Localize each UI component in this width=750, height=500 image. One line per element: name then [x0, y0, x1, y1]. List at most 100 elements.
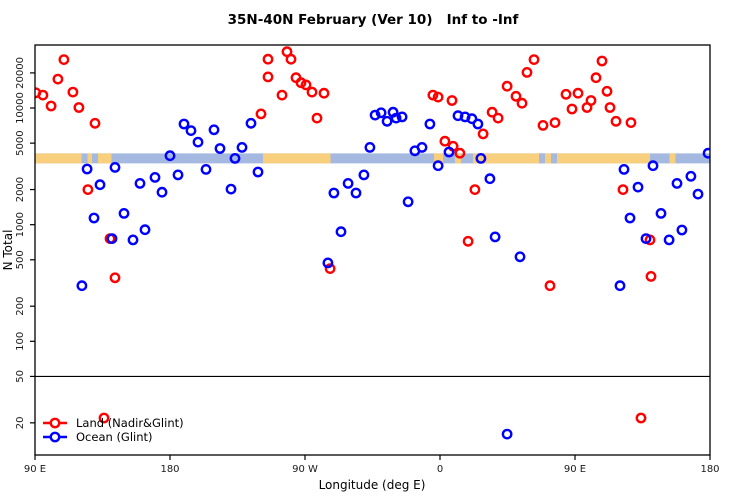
- data-point: [618, 163, 630, 175]
- data-point: [106, 233, 118, 245]
- data-point: [324, 263, 336, 274]
- data-point: [537, 120, 549, 131]
- data-point: [109, 161, 121, 173]
- data-point: [118, 207, 130, 219]
- data-point: [624, 212, 636, 224]
- data-point: [252, 166, 264, 178]
- y-tick-label: 500: [15, 250, 26, 269]
- data-point: [439, 135, 451, 147]
- data-point: [255, 108, 267, 120]
- data-point: [617, 184, 629, 196]
- data-point: [640, 233, 652, 245]
- data-point: [566, 103, 578, 115]
- data-point: [396, 111, 408, 123]
- data-point: [663, 234, 675, 246]
- data-point: [88, 212, 100, 224]
- data-point: [632, 181, 644, 193]
- data-point: [614, 280, 626, 292]
- coast-band: [35, 153, 710, 164]
- data-point: [469, 184, 481, 196]
- data-point: [585, 95, 597, 106]
- y-tick-label: 5000: [15, 130, 26, 155]
- data-point: [601, 85, 613, 97]
- data-point: [236, 141, 248, 153]
- data-point: [369, 109, 381, 121]
- data-point: [208, 124, 220, 136]
- data-point: [335, 226, 347, 238]
- data-point: [477, 128, 489, 140]
- x-tick-label: 90 E: [564, 464, 586, 475]
- band-land-segment: [263, 153, 331, 164]
- data-point: [262, 71, 274, 83]
- data-point: [501, 80, 513, 92]
- data-point: [318, 87, 330, 99]
- data-point: [596, 55, 608, 67]
- data-point: [178, 118, 190, 130]
- data-point: [492, 112, 504, 124]
- data-point: [676, 224, 688, 236]
- band-ocean-patch: [539, 153, 545, 164]
- plot-frame: [34, 44, 711, 456]
- data-point: [98, 412, 110, 424]
- data-point: [149, 171, 161, 183]
- data-point: [109, 272, 121, 284]
- data-point: [486, 106, 498, 118]
- data-point: [164, 150, 176, 162]
- data-point: [245, 117, 257, 129]
- data-point: [285, 53, 297, 65]
- x-tick-label: 180: [700, 464, 719, 475]
- data-point: [185, 125, 197, 137]
- data-point: [501, 428, 513, 440]
- data-point: [225, 183, 237, 195]
- x-axis-label: Longitude (deg E): [319, 478, 426, 492]
- data-point: [544, 280, 556, 292]
- chart-title: 35N-40N February (Ver 10) Inf to -Inf: [228, 12, 519, 28]
- data-point: [521, 67, 533, 78]
- band-ocean-patch: [551, 153, 557, 164]
- data-point: [300, 79, 312, 91]
- data-point: [454, 147, 466, 159]
- legend-item-ocean: Ocean (Glint): [43, 430, 153, 444]
- x-tick-label: 180: [160, 464, 179, 475]
- data-point: [342, 177, 354, 189]
- data-point: [76, 280, 88, 292]
- data-point: [262, 53, 274, 65]
- legend: Land (Nadir&Glint) Ocean (Glint): [43, 416, 184, 444]
- data-point: [73, 102, 85, 113]
- data-point: [446, 95, 458, 106]
- data-point: [156, 186, 168, 198]
- band-land-segment: [98, 153, 112, 164]
- data-point: [427, 89, 439, 101]
- data-point: [172, 169, 184, 181]
- data-point: [139, 224, 151, 236]
- data-point: [424, 118, 436, 130]
- data-point: [214, 143, 226, 154]
- legend-land-label: Land (Nadir&Glint): [76, 416, 184, 430]
- data-point: [229, 152, 241, 164]
- band-land-segment: [87, 153, 92, 164]
- data-points: [35, 46, 710, 440]
- band-land-segment: [455, 153, 461, 164]
- data-point: [510, 90, 522, 102]
- y-tick-label: 1000: [15, 212, 26, 237]
- y-tick-label: 200: [15, 297, 26, 316]
- data-point: [604, 102, 616, 113]
- data-point: [358, 169, 370, 181]
- data-point: [322, 257, 334, 269]
- y-tick-label: 10000: [15, 92, 26, 124]
- y-tick-label: 20: [15, 416, 26, 429]
- data-point: [37, 89, 49, 101]
- data-point: [45, 100, 57, 112]
- data-point: [572, 87, 584, 99]
- data-point: [364, 141, 376, 153]
- data-point: [82, 184, 94, 196]
- data-point: [647, 160, 659, 172]
- data-point: [635, 412, 647, 424]
- band-land-segment: [669, 153, 676, 164]
- data-point: [466, 113, 478, 125]
- data-point: [528, 54, 540, 65]
- data-point: [200, 163, 212, 175]
- x-tick-label: 0: [437, 464, 443, 475]
- data-point: [94, 179, 106, 191]
